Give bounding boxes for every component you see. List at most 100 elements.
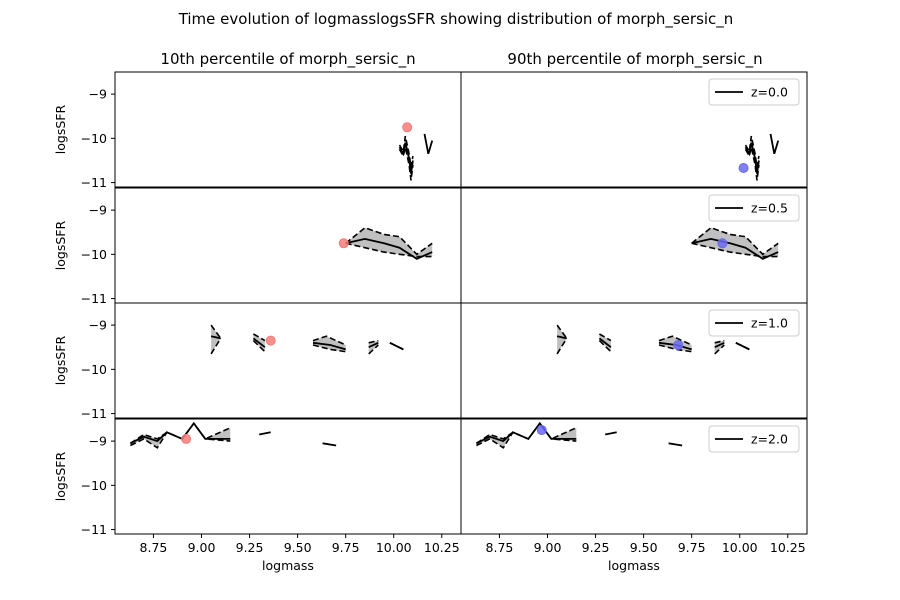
legend: z=2.0 (708, 425, 800, 453)
median-line (423, 133, 434, 155)
upper-percentile-line (253, 333, 266, 342)
panel-frame (460, 71, 808, 188)
highlight-marker (536, 425, 547, 436)
legend-label: z=1.0 (751, 316, 788, 331)
plot-area (338, 226, 433, 260)
median-line (769, 133, 780, 155)
highlight-marker (402, 122, 413, 133)
y-tick-label: −10 (81, 478, 107, 493)
panel-r0-c1: z=0.0 (460, 71, 808, 188)
x-tick-label: 9.75 (332, 540, 360, 555)
lower-percentile-line (252, 340, 266, 353)
plot-area (738, 133, 780, 181)
median-line (556, 335, 567, 340)
lower-percentile-line (556, 337, 568, 355)
upper-percentile-line (475, 422, 577, 444)
panel-r1-c1: z=0.5 (460, 187, 808, 304)
panel-r0-c0: −9 −10 −11 logsSFR (53, 71, 462, 190)
y-tick-label: −9 (89, 318, 107, 333)
y-tick-label: −9 (89, 87, 107, 102)
x-tick-label: 10.00 (376, 540, 412, 555)
y-axis-label: logsSFR (53, 105, 68, 155)
panels-grid: −9 −10 −11 logsSFR z=0.0 −9 −10 −11 logsSFR z=0.5… (53, 71, 808, 573)
upper-percentile-line (345, 226, 433, 256)
y-axis-label: logsSFR (53, 452, 68, 502)
median-line (668, 442, 683, 447)
percentile-band (130, 423, 231, 448)
plot-area (691, 226, 779, 260)
x-axis-label: logmass (608, 558, 660, 573)
plot-area (556, 324, 750, 355)
legend: z=1.0 (708, 309, 800, 337)
legend-label: z=0.5 (751, 201, 788, 216)
median-line (476, 421, 577, 445)
median-line (605, 431, 617, 436)
lower-percentile-line (368, 344, 379, 355)
column-title-right: 90th percentile of morph_sersic_n (507, 50, 762, 69)
median-line (735, 341, 750, 351)
highlight-marker (265, 335, 276, 346)
median-line (252, 337, 266, 348)
highlight-marker (338, 238, 349, 249)
upper-percentile-line (599, 333, 612, 342)
lower-percentile-line (598, 340, 612, 353)
upper-percentile-line (691, 226, 779, 256)
lower-percentile-line (744, 147, 760, 181)
x-axis-label: logmass (262, 558, 314, 573)
panel-frame (114, 418, 462, 535)
x-tick-label: 8.75 (486, 540, 514, 555)
x-tick-label: 9.50 (284, 540, 312, 555)
x-tick-label: 10.25 (770, 540, 806, 555)
legend: z=0.5 (708, 194, 800, 222)
x-tick-label: 9.75 (678, 540, 706, 555)
legend-box (708, 309, 800, 337)
y-tick-label: −11 (81, 406, 107, 421)
x-tick-label: 9.25 (236, 540, 264, 555)
upper-percentile-line (312, 335, 347, 346)
y-axis-label: logsSFR (53, 336, 68, 386)
lower-percentile-line (658, 344, 692, 353)
percentile-band (557, 325, 567, 354)
median-line (312, 341, 346, 351)
median-line (398, 142, 414, 174)
panel-frame (460, 302, 808, 419)
median-line (714, 341, 725, 349)
median-line (744, 142, 760, 174)
median-line (210, 335, 221, 340)
x-tick-label: 9.50 (630, 540, 658, 555)
lower-percentile-line (210, 337, 222, 355)
legend: z=0.0 (708, 78, 800, 106)
panel-r3-c0: −9 −10 −11 logsSFR 8.75 9.00 9.25 9.50 9.75 10.00… (53, 418, 462, 573)
y-tick-label: −9 (89, 203, 107, 218)
x-tick-label: 9.00 (534, 540, 562, 555)
y-tick-label: −11 (81, 522, 107, 537)
y-tick-label: −11 (81, 175, 107, 190)
lower-percentile-line (691, 242, 779, 258)
y-tick-label: −10 (81, 131, 107, 146)
y-tick-label: −11 (81, 291, 107, 306)
highlight-marker (717, 238, 728, 249)
lower-percentile-line (312, 344, 346, 353)
median-line (691, 237, 779, 260)
lower-percentile-line (345, 242, 433, 258)
y-tick-label: −10 (81, 247, 107, 262)
upper-percentile-line (368, 339, 379, 344)
y-axis-label: logsSFR (53, 221, 68, 271)
x-tick-label: 8.75 (140, 540, 168, 555)
x-tick-label: 10.25 (424, 540, 460, 555)
median-line (389, 341, 404, 351)
x-tick-label: 9.00 (188, 540, 216, 555)
upper-percentile-line (129, 422, 231, 444)
lower-percentile-line (398, 147, 414, 181)
median-line (345, 237, 433, 260)
lower-percentile-line (714, 344, 725, 355)
percentile-band (211, 325, 221, 354)
y-tick-label: −10 (81, 362, 107, 377)
highlight-marker (738, 162, 749, 173)
legend-label: z=2.0 (751, 432, 788, 447)
x-tick-label: 9.25 (582, 540, 610, 555)
panel-r2-c0: −9 −10 −11 logsSFR (53, 302, 462, 421)
panel-r1-c0: −9 −10 −11 logsSFR (53, 187, 462, 306)
column-title-left: 10th percentile of morph_sersic_n (160, 50, 415, 69)
